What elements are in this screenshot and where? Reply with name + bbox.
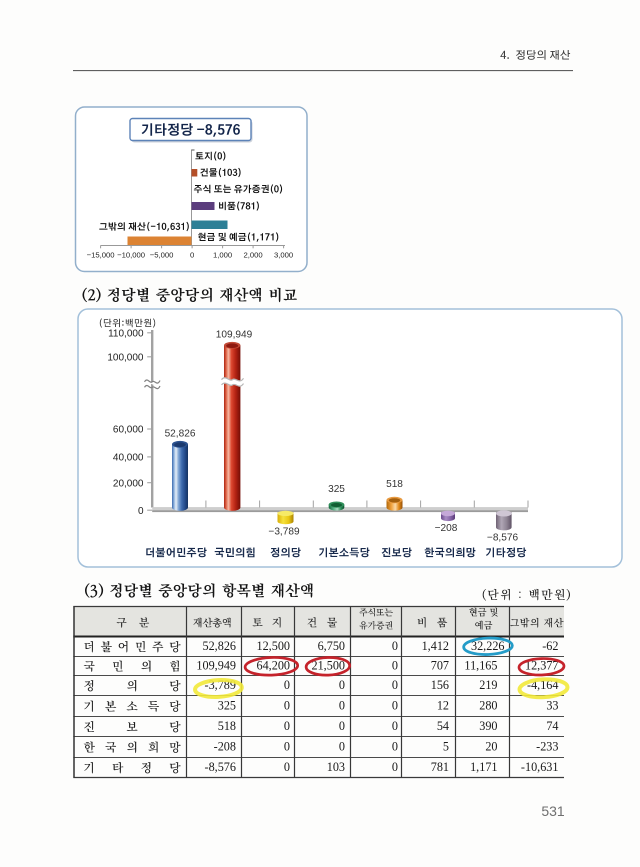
- svg-text:52,826: 52,826: [165, 429, 196, 440]
- svg-text:12,500: 12,500: [256, 639, 290, 653]
- svg-text:33: 33: [546, 698, 558, 712]
- svg-text:3,000: 3,000: [274, 251, 293, 260]
- svg-text:60,000: 60,000: [113, 425, 144, 436]
- svg-text:0: 0: [138, 506, 144, 517]
- svg-text:2,000: 2,000: [243, 251, 262, 260]
- svg-text:52,826: 52,826: [202, 639, 236, 653]
- svg-text:0: 0: [392, 658, 398, 672]
- svg-text:0: 0: [392, 639, 398, 653]
- svg-text:−15,000: −15,000: [87, 251, 115, 260]
- svg-text:-208: -208: [214, 739, 236, 753]
- svg-text:0: 0: [284, 760, 290, 774]
- svg-text:20,000: 20,000: [113, 478, 144, 489]
- svg-text:110,000: 110,000: [108, 328, 144, 339]
- svg-text:-8,576: -8,576: [205, 760, 236, 774]
- svg-text:32,226: 32,226: [471, 639, 505, 653]
- svg-text:390: 390: [479, 719, 497, 733]
- svg-text:1,000: 1,000: [213, 251, 232, 260]
- svg-text:0: 0: [284, 719, 290, 733]
- svg-text:109,949: 109,949: [196, 658, 236, 672]
- svg-text:707: 707: [431, 658, 449, 672]
- svg-text:0: 0: [339, 698, 345, 712]
- svg-text:20: 20: [485, 739, 497, 753]
- svg-text:21,500: 21,500: [311, 658, 345, 672]
- svg-text:−10,000: −10,000: [117, 251, 145, 260]
- svg-text:100,000: 100,000: [107, 352, 144, 363]
- svg-text:1,171: 1,171: [470, 760, 497, 774]
- svg-text:6,750: 6,750: [318, 639, 345, 653]
- svg-text:0: 0: [190, 251, 194, 260]
- svg-text:0: 0: [339, 719, 345, 733]
- svg-text:1,412: 1,412: [422, 639, 449, 653]
- svg-text:0: 0: [392, 719, 398, 733]
- svg-text:219: 219: [479, 678, 497, 692]
- svg-text:0: 0: [392, 760, 398, 774]
- svg-text:12,377: 12,377: [525, 658, 559, 672]
- svg-text:0: 0: [392, 739, 398, 753]
- svg-text:518: 518: [218, 719, 236, 733]
- svg-text:74: 74: [546, 719, 558, 733]
- svg-text:11,165: 11,165: [464, 658, 497, 672]
- svg-text:-10,631: -10,631: [521, 760, 559, 774]
- svg-text:0: 0: [284, 678, 290, 692]
- svg-text:0: 0: [284, 698, 290, 712]
- svg-text:−3,789: −3,789: [268, 527, 300, 538]
- svg-text:64,200: 64,200: [256, 658, 290, 672]
- svg-text:531: 531: [541, 803, 565, 819]
- svg-text:−8,576: −8,576: [487, 533, 519, 544]
- svg-text:518: 518: [386, 479, 403, 490]
- svg-text:325: 325: [328, 484, 345, 495]
- svg-text:109,949: 109,949: [216, 329, 253, 340]
- svg-text:103: 103: [327, 760, 345, 774]
- svg-text:781: 781: [431, 760, 449, 774]
- svg-text:5: 5: [443, 739, 449, 753]
- svg-text:156: 156: [431, 678, 449, 692]
- svg-text:-233: -233: [536, 739, 558, 753]
- svg-text:0: 0: [339, 678, 345, 692]
- svg-text:−5,000: −5,000: [150, 251, 174, 260]
- svg-text:54: 54: [437, 719, 449, 733]
- svg-text:12: 12: [437, 698, 449, 712]
- svg-text:0: 0: [392, 678, 398, 692]
- svg-text:0: 0: [284, 739, 290, 753]
- svg-text:0: 0: [392, 698, 398, 712]
- svg-text:280: 280: [479, 698, 497, 712]
- svg-text:-62: -62: [542, 639, 558, 653]
- svg-text:40,000: 40,000: [113, 453, 144, 464]
- svg-text:325: 325: [218, 698, 236, 712]
- svg-text:−208: −208: [435, 523, 458, 534]
- svg-text:0: 0: [339, 739, 345, 753]
